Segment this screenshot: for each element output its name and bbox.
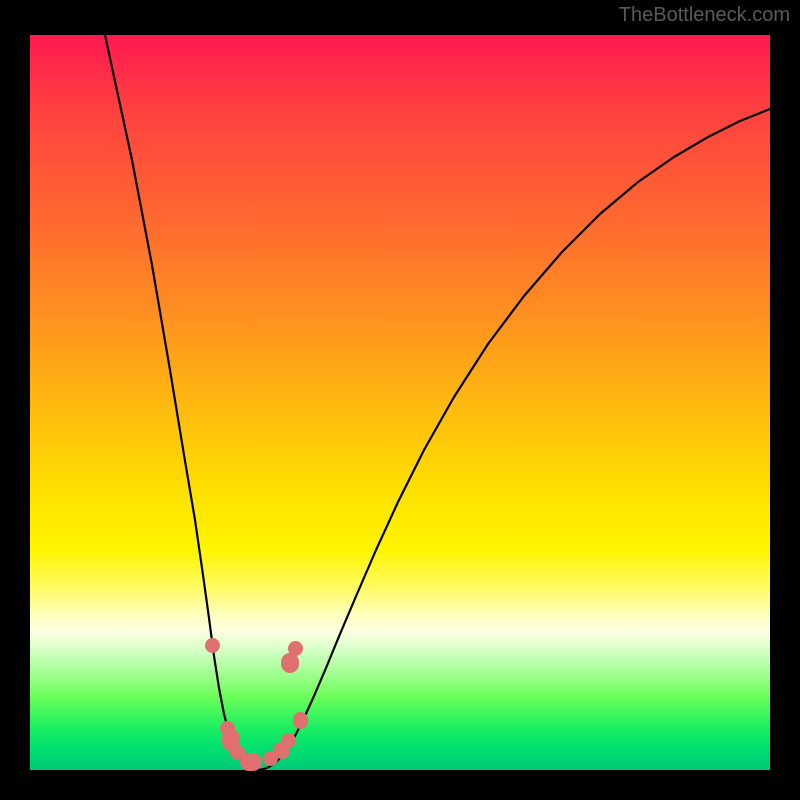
bottleneck-curve — [30, 35, 770, 770]
curve-right-branch — [259, 109, 770, 770]
data-marker — [281, 653, 299, 673]
data-marker — [222, 729, 240, 751]
plot-area — [30, 35, 770, 770]
curve-left-branch — [105, 35, 259, 770]
data-marker — [293, 712, 308, 729]
data-marker — [288, 641, 303, 656]
data-marker — [281, 733, 296, 748]
data-marker — [205, 638, 220, 653]
watermark-label: TheBottleneck.com — [619, 4, 790, 27]
data-marker — [240, 753, 262, 771]
chart-container: TheBottleneck.com — [0, 0, 800, 800]
